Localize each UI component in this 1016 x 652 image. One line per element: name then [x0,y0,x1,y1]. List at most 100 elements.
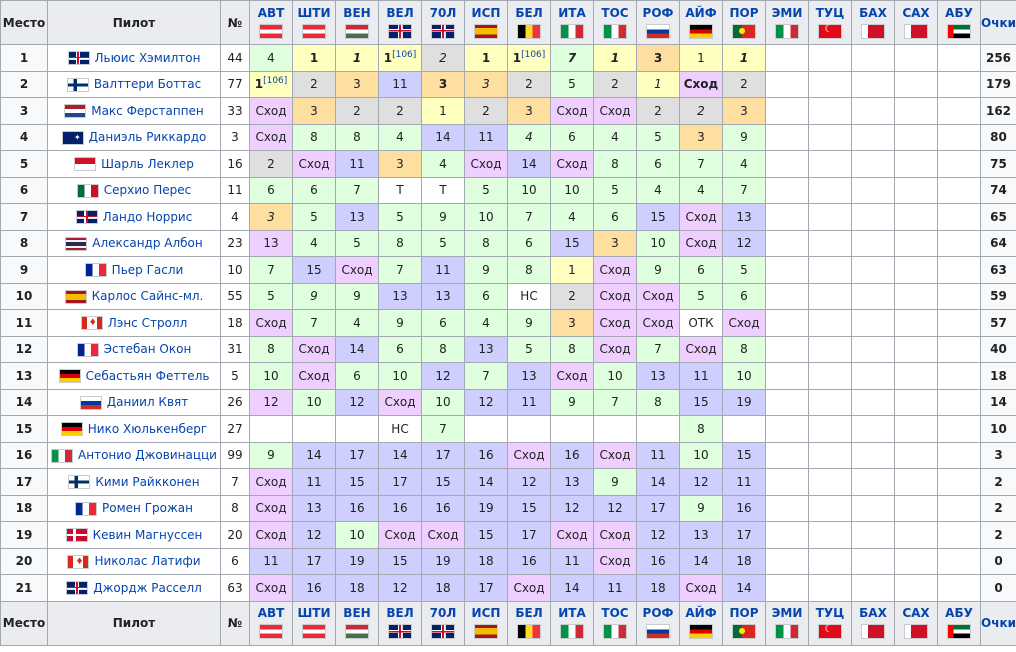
race-link[interactable]: ЭМИ [771,5,803,20]
race-header-ita-12[interactable]: ЭМИ [765,0,809,45]
race-link[interactable]: АБУ [945,5,973,20]
driver-cell[interactable]: Карлос Сайнс-мл. [47,282,221,310]
driver-link[interactable]: Кевин Магнуссен [92,527,203,542]
driver-cell[interactable]: Эстебан Окон [47,335,221,363]
reference-link[interactable]: [106] [521,49,546,60]
driver-link[interactable]: Даниил Квят [106,395,189,409]
race-header-rus-9[interactable]: РОФ [636,600,680,646]
driver-cell[interactable]: Льюис Хэмилтон [47,44,221,72]
race-header-uae-16[interactable]: АБУ [937,600,981,646]
race-link[interactable]: ШТИ [297,606,331,620]
reference-link[interactable]: [106] [392,49,417,60]
race-link[interactable]: САХ [902,606,930,620]
race-link[interactable]: ТОС [601,5,629,20]
race-header-por-11[interactable]: ПОР [722,600,766,646]
driver-link[interactable]: Антонио Джовинацци [78,448,217,462]
race-link[interactable]: АЙФ [685,606,717,620]
race-header-gbr-3[interactable]: ВЕЛ [378,0,422,45]
driver-cell[interactable]: Кевин Магнуссен [47,521,221,549]
race-header-hun-2[interactable]: ВЕН [335,0,379,45]
driver-cell[interactable]: Даниэль Риккардо [47,123,221,151]
driver-link[interactable]: Себастьян Феттель [85,368,210,383]
driver-cell[interactable]: Валттери Боттас [47,70,221,98]
driver-cell[interactable]: Серхио Перес [47,176,221,204]
driver-link[interactable]: Макс Ферстаппен [91,103,204,118]
race-link[interactable]: ВЕН [343,606,371,620]
race-header-aut-0[interactable]: АВТ [249,600,293,646]
driver-cell[interactable]: Джордж Расселл [47,574,221,602]
reference-link[interactable]: [106] [263,76,288,87]
race-header-bhr-14[interactable]: БАХ [851,600,895,646]
driver-link[interactable]: Карлос Сайнс-мл. [91,289,204,303]
race-header-gbr-4[interactable]: 70Л [421,0,465,45]
race-header-bhr-15[interactable]: САХ [894,0,938,45]
race-header-ita-12[interactable]: ЭМИ [765,600,809,646]
race-link[interactable]: АВТ [257,5,285,20]
driver-cell[interactable]: Даниил Квят [47,388,221,416]
race-link[interactable]: ВЕН [343,5,371,20]
race-link[interactable]: ИТА [558,606,586,620]
race-link[interactable]: ПОР [729,5,759,20]
race-link[interactable]: ЭМИ [771,606,803,620]
driver-link[interactable]: Ландо Норрис [102,209,193,224]
driver-cell[interactable]: Лэнс Стролл [47,309,221,337]
driver-cell[interactable]: Ландо Норрис [47,203,221,231]
race-header-uae-16[interactable]: АБУ [937,0,981,45]
driver-link[interactable]: Валттери Боттас [93,77,202,91]
driver-link[interactable]: Александр Албон [92,236,203,250]
driver-link[interactable]: Нико Хюлькенберг [87,421,208,436]
race-header-aut-0[interactable]: АВТ [249,0,293,45]
race-header-ger-10[interactable]: АЙФ [679,0,723,45]
driver-cell[interactable]: Пьер Гасли [47,256,221,284]
race-link[interactable]: РОФ [642,5,674,20]
race-link[interactable]: АБУ [945,606,973,620]
driver-cell[interactable]: Себастьян Феттель [47,362,221,390]
race-link[interactable]: ТУЦ [815,5,845,20]
race-header-bel-6[interactable]: БЕЛ [507,600,551,646]
driver-link[interactable]: Даниэль Риккардо [88,130,207,144]
driver-link[interactable]: Лэнс Стролл [107,315,188,330]
driver-cell[interactable]: Шарль Леклер [47,150,221,178]
race-header-ger-10[interactable]: АЙФ [679,600,723,646]
driver-link[interactable]: Джордж Расселл [93,580,202,595]
race-header-gbr-4[interactable]: 70Л [421,600,465,646]
driver-cell[interactable]: Нико Хюлькенберг [47,415,221,443]
race-link[interactable]: БЕЛ [515,5,543,20]
race-header-bhr-15[interactable]: САХ [894,600,938,646]
driver-cell[interactable]: Ромен Грожан [47,494,221,522]
driver-cell[interactable]: Александр Албон [47,229,221,257]
points-footer-link[interactable]: Очки [981,616,1016,630]
race-header-bel-6[interactable]: БЕЛ [507,0,551,45]
race-link[interactable]: ТУЦ [815,606,845,620]
driver-link[interactable]: Пьер Гасли [111,262,184,277]
race-link[interactable]: БАХ [859,606,887,620]
race-link[interactable]: ШТИ [297,5,331,20]
driver-link[interactable]: Серхио Перес [103,183,192,197]
driver-link[interactable]: Льюис Хэмилтон [94,50,201,65]
race-header-hun-2[interactable]: ВЕН [335,600,379,646]
race-header-ita-8[interactable]: ТОС [593,0,637,45]
race-header-bhr-14[interactable]: БАХ [851,0,895,45]
driver-link[interactable]: Николас Латифи [94,554,201,568]
points-header-link[interactable]: Очки [981,15,1016,30]
race-header-gbr-3[interactable]: ВЕЛ [378,600,422,646]
driver-cell[interactable]: Антонио Джовинацци [47,441,221,469]
race-link[interactable]: ИСП [471,606,501,620]
race-link[interactable]: РОФ [642,606,674,620]
race-header-ita-7[interactable]: ИТА [550,600,594,646]
race-link[interactable]: ВЕЛ [386,606,414,620]
race-link[interactable]: ПОР [729,606,759,620]
driver-link[interactable]: Эстебан Окон [103,342,192,356]
driver-link[interactable]: Ромен Грожан [102,501,193,515]
race-header-esp-5[interactable]: ИСП [464,0,508,45]
race-link[interactable]: ВЕЛ [386,5,414,20]
race-header-tur-13[interactable]: ТУЦ [808,0,852,45]
race-link[interactable]: ТОС [601,606,629,620]
race-link[interactable]: 70Л [429,5,457,20]
race-header-aut-1[interactable]: ШТИ [292,600,336,646]
points-column-footer[interactable]: Очки [980,600,1016,646]
race-link[interactable]: САХ [902,5,930,20]
race-header-tur-13[interactable]: ТУЦ [808,600,852,646]
race-link[interactable]: БАХ [859,5,887,20]
race-header-aut-1[interactable]: ШТИ [292,0,336,45]
